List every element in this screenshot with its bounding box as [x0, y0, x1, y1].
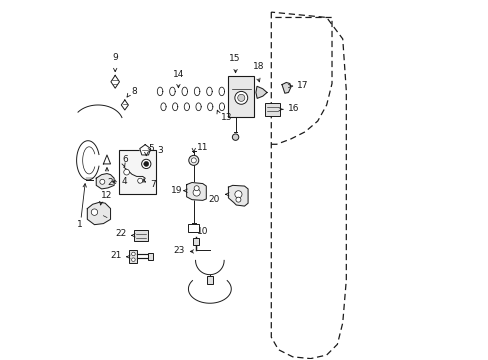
Bar	[119, 150, 156, 194]
Polygon shape	[282, 82, 290, 93]
Bar	[129, 250, 137, 263]
Polygon shape	[186, 183, 206, 201]
Circle shape	[237, 94, 244, 102]
Text: 8: 8	[131, 87, 137, 96]
Circle shape	[188, 156, 198, 165]
Polygon shape	[219, 103, 224, 111]
Bar	[148, 252, 153, 260]
Circle shape	[131, 252, 135, 256]
Text: 12: 12	[101, 190, 112, 199]
Text: 5: 5	[148, 144, 154, 153]
Polygon shape	[157, 87, 163, 96]
Polygon shape	[196, 103, 201, 111]
Text: 10: 10	[197, 227, 208, 236]
Text: 1: 1	[77, 220, 83, 229]
Circle shape	[142, 159, 151, 168]
Circle shape	[232, 134, 238, 140]
Text: 7: 7	[149, 180, 155, 189]
Text: 14: 14	[172, 70, 183, 79]
Circle shape	[234, 91, 247, 104]
Polygon shape	[206, 87, 212, 96]
Text: 22: 22	[115, 229, 126, 238]
Bar	[188, 224, 199, 232]
Polygon shape	[228, 185, 247, 206]
Text: 20: 20	[208, 195, 220, 204]
Text: 21: 21	[110, 251, 122, 260]
Polygon shape	[207, 103, 212, 111]
Polygon shape	[194, 87, 200, 96]
Circle shape	[123, 169, 129, 175]
Text: 23: 23	[173, 246, 184, 255]
Text: 6: 6	[122, 155, 128, 164]
Polygon shape	[184, 103, 189, 111]
Text: 11: 11	[197, 143, 208, 152]
Circle shape	[194, 186, 199, 191]
Bar	[264, 103, 280, 116]
Text: 13: 13	[220, 113, 232, 122]
Text: 15: 15	[229, 54, 240, 63]
Polygon shape	[96, 174, 114, 189]
Polygon shape	[87, 202, 110, 225]
Bar	[228, 76, 254, 117]
Polygon shape	[255, 86, 266, 98]
Polygon shape	[161, 103, 166, 111]
Circle shape	[235, 197, 241, 202]
Text: 2: 2	[107, 178, 112, 187]
Polygon shape	[172, 103, 178, 111]
Text: 18: 18	[252, 62, 264, 71]
Text: 3: 3	[157, 146, 163, 155]
Circle shape	[91, 209, 98, 215]
Circle shape	[100, 179, 104, 184]
Text: 19: 19	[171, 185, 182, 194]
Bar	[207, 276, 213, 284]
Text: 9: 9	[112, 53, 118, 62]
Polygon shape	[169, 87, 175, 96]
Polygon shape	[140, 145, 150, 155]
Bar	[193, 238, 198, 246]
Circle shape	[234, 191, 242, 198]
Text: 4: 4	[122, 177, 127, 186]
Circle shape	[143, 161, 148, 166]
Circle shape	[131, 258, 135, 261]
Polygon shape	[219, 87, 224, 96]
Circle shape	[138, 178, 142, 183]
Polygon shape	[182, 87, 187, 96]
Circle shape	[191, 158, 196, 163]
Text: 17: 17	[296, 81, 308, 90]
Circle shape	[193, 189, 200, 196]
Bar	[134, 230, 148, 241]
Text: 16: 16	[287, 104, 299, 113]
